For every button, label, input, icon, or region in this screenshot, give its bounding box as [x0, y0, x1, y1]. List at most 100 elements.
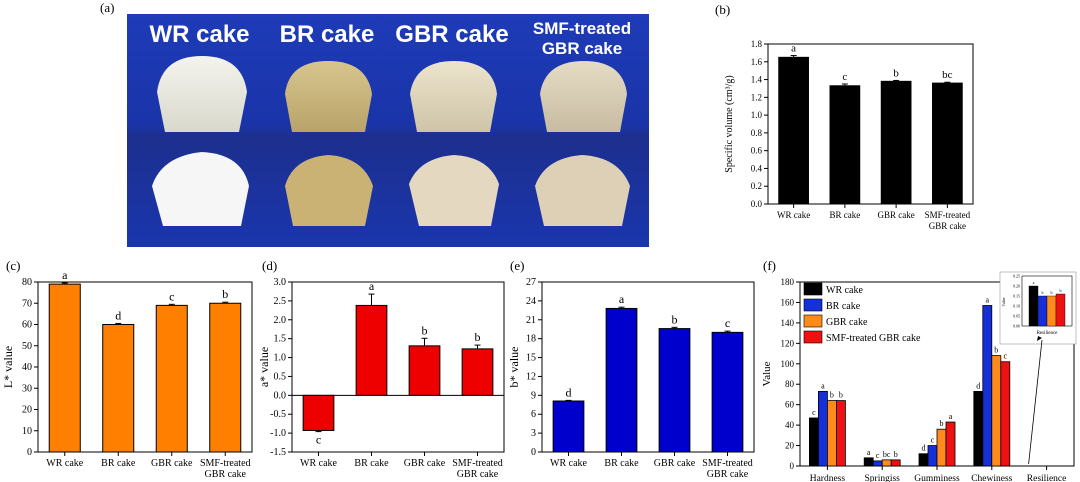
significance-letter: b [672, 312, 678, 326]
y-tick-label: 160 [781, 297, 795, 307]
bar [155, 304, 188, 453]
x-tick-label: SMF-treated [702, 458, 753, 469]
y-tick-label: 20 [785, 441, 795, 451]
photo-label-gbr: GBR cake [395, 21, 509, 48]
significance-letter: c [876, 451, 880, 460]
y-tick-label: 60 [785, 400, 795, 410]
y-tick-label: 3.0 [274, 277, 287, 288]
significance-letter: a [369, 279, 375, 293]
significance-letter: d [976, 381, 980, 390]
photo-label-smf-1: SMF-treated [532, 19, 632, 38]
x-tick-label: WR cake [300, 458, 337, 469]
y-tick-label: 1.0 [751, 110, 763, 120]
significance-letter: bc [883, 450, 891, 459]
bar [881, 459, 892, 467]
panel-label-c: (c) [6, 258, 21, 273]
legend-swatch [803, 314, 823, 328]
legend-swatch [803, 298, 823, 312]
y-tick-label: 0.4 [751, 163, 763, 173]
bar [809, 417, 819, 467]
significance-letter: b [894, 450, 898, 459]
y-tick-label: 70 [22, 298, 32, 309]
x-tick-label: WR cake [46, 458, 83, 469]
y-tick-label: 0 [27, 447, 32, 458]
y-tick-label: -1.5 [270, 447, 286, 458]
chart-d-ylabel: a* value [258, 347, 271, 387]
legend-label: SMF-treated GBR cake [826, 333, 921, 344]
significance-letter: a [821, 381, 825, 390]
cake-illustrations [152, 56, 630, 226]
y-tick-label: 0 [531, 447, 536, 458]
y-tick-label: 30 [22, 383, 32, 394]
chart-texture: Value 020406080100120140160180Hardnessca… [761, 271, 1077, 482]
significance-letter: d [922, 444, 926, 453]
bar [658, 328, 691, 453]
y-tick-label: 12 [526, 371, 536, 382]
y-tick-label: 40 [22, 362, 32, 373]
significance-letter: c [931, 436, 935, 445]
y-tick-label: 1.2 [751, 92, 762, 102]
photo-label-br: BR cake [279, 21, 375, 48]
chart-e-ylabel: b* value [508, 347, 521, 388]
bar [408, 345, 441, 396]
bar [461, 348, 494, 396]
x-tick-label: Resilience [1027, 474, 1067, 482]
significance-letter: b [475, 330, 481, 344]
y-tick-label: 1.4 [751, 75, 763, 85]
y-tick-label: 80 [22, 277, 32, 288]
y-tick-label: 60 [22, 320, 32, 331]
x-tick-label: GBR cake [929, 221, 966, 231]
y-tick-label: 2.5 [274, 296, 287, 307]
bar [818, 390, 828, 467]
x-tick-label: BR cake [830, 210, 861, 220]
inset-y-tick-label: 0.10 [1013, 304, 1020, 309]
bar [880, 80, 912, 205]
bar [355, 304, 388, 396]
x-tick-label: Chewiness [971, 474, 1012, 482]
y-tick-label: 24 [526, 296, 536, 307]
significance-letter: b [422, 323, 428, 337]
significance-letter: a [867, 448, 871, 457]
significance-letter: b [839, 391, 843, 400]
cake-cut-smf [535, 155, 630, 226]
x-tick-label: GBR cake [878, 210, 915, 220]
inset-significance-letter: b [1051, 290, 1053, 295]
bar [829, 85, 861, 205]
cake-whole-br [285, 61, 372, 132]
inset-y-tick-label: 0.00 [1013, 324, 1020, 329]
bar [863, 457, 874, 467]
chart-specific-volume: Specific volume (cm³/g) 0.0 0.2 0.4 0.6 0.8 1… [724, 39, 974, 231]
y-tick-label: 3 [531, 428, 536, 439]
significance-letter: d [115, 308, 121, 322]
x-tick-label: SMF-treated [452, 458, 503, 469]
significance-letter: a [62, 268, 68, 282]
cake-cut-br [285, 155, 373, 226]
y-tick-label: -0.5 [270, 409, 286, 420]
significance-letter: c [169, 289, 174, 303]
y-tick-label: 1.6 [751, 57, 763, 67]
cake-whole-smf [540, 61, 627, 132]
bar [890, 459, 901, 467]
x-tick-label: Springiss [865, 474, 901, 482]
cake-whole-wr [157, 56, 247, 132]
plot-frame [291, 281, 505, 453]
y-tick-label: 0.5 [274, 371, 287, 382]
panel-label-b: (b) [715, 2, 731, 17]
x-tick-label: GBR cake [151, 458, 193, 469]
inset-bar [1055, 293, 1066, 327]
chart-a-value: a* value -1.5 -1.0 -0.5 0.0 0.5 1.0 1.5 2.0 2.5 3… [258, 277, 505, 480]
bar [827, 400, 837, 467]
x-tick-label: WR cake [777, 210, 810, 220]
bar [872, 460, 883, 467]
chart-f-ylabel: Value [761, 361, 773, 386]
x-tick-label: BR cake [354, 458, 389, 469]
significance-letter: a [791, 43, 796, 55]
bar [936, 428, 947, 467]
legend-label: GBR cake [826, 317, 868, 328]
inset-xlabel: Resilience [1037, 331, 1059, 336]
y-tick-label: 1.8 [751, 39, 763, 49]
y-tick-label: 0 [790, 461, 795, 471]
chart-b-ylabel: Specific volume (cm³/g) [724, 75, 735, 172]
significance-letter: b [940, 419, 944, 428]
inset-y-tick-label: 0.15 [1013, 294, 1020, 299]
